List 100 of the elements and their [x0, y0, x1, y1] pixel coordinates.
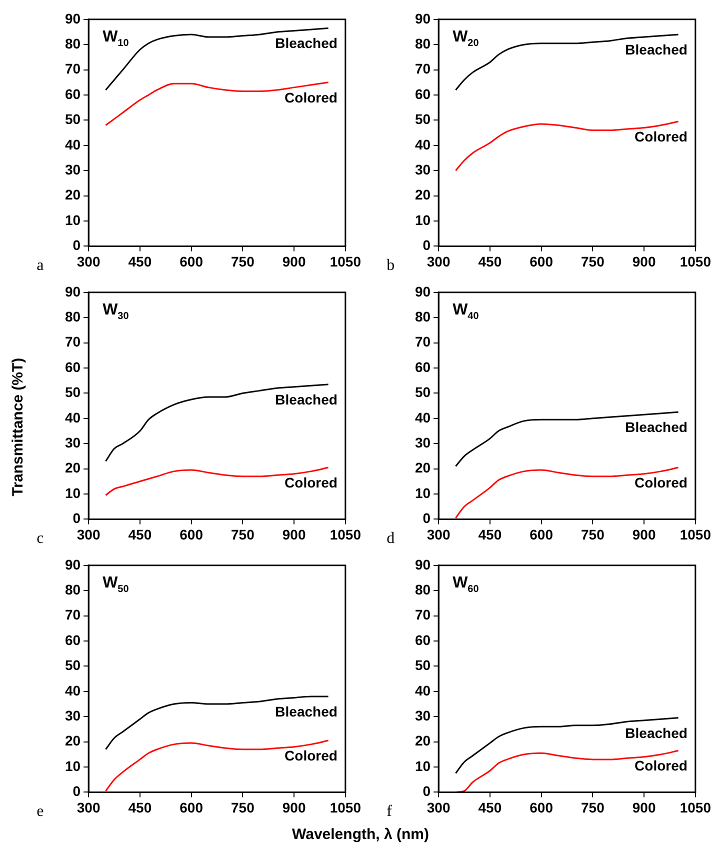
y-tick-label: 90 — [414, 556, 431, 572]
y-tick-label: 0 — [422, 510, 431, 526]
x-tick-label: 750 — [231, 526, 255, 542]
y-tick-label: 20 — [414, 732, 431, 749]
x-tick-label: 1050 — [330, 526, 362, 542]
x-tick-label: 750 — [231, 799, 255, 816]
series-label: Bleached — [625, 419, 688, 436]
x-tick-label: 450 — [478, 253, 502, 270]
y-tick-label: 20 — [64, 460, 81, 476]
y-tick-label: 70 — [64, 334, 81, 350]
x-tick-label: 750 — [581, 799, 605, 816]
text: f — [386, 803, 393, 820]
text: e — [36, 803, 44, 820]
y-tick-label: 40 — [414, 409, 431, 426]
y-tick-label: 30 — [414, 434, 431, 450]
y-tick-label: 40 — [414, 136, 431, 152]
y-tick-label: 70 — [64, 60, 81, 77]
y-tick-label: 60 — [414, 86, 431, 102]
text: d — [386, 530, 395, 548]
y-tick-label: 80 — [414, 308, 431, 324]
y-tick-label: 90 — [414, 10, 431, 26]
series-label: Colored — [284, 89, 338, 106]
y-tick-label: 90 — [414, 283, 431, 300]
series-label: Colored — [284, 748, 338, 764]
x-axis-title: Wavelength, λ (nm) — [291, 826, 430, 843]
y-tick-label: 50 — [64, 384, 81, 400]
y-tick-label: 10 — [414, 758, 431, 774]
y-tick-label: 70 — [414, 606, 431, 623]
x-tick-label: 450 — [478, 799, 502, 816]
y-tick-label: 20 — [414, 186, 431, 203]
y-tick-label: 90 — [64, 10, 81, 26]
y-tick-label: 50 — [64, 111, 81, 128]
y-tick-label: 0 — [422, 237, 431, 254]
x-tick-label: 300 — [76, 799, 100, 816]
x-tick-label: 300 — [76, 253, 100, 270]
x-tick-label: 750 — [581, 253, 605, 270]
y-tick-label: 10 — [64, 758, 81, 774]
y-tick-label: 50 — [414, 657, 431, 674]
x-tick-label: 1050 — [330, 799, 362, 816]
y-tick-label: 30 — [64, 434, 81, 450]
y-tick-label: 70 — [414, 60, 431, 77]
y-tick-label: 80 — [414, 581, 431, 598]
x-tick-label: 1050 — [680, 253, 712, 270]
x-tick-label: 600 — [530, 799, 554, 816]
y-tick-label: 90 — [64, 556, 81, 572]
x-tick-label: 600 — [180, 253, 204, 270]
y-axis-title: Transmittance (%T) — [10, 358, 26, 496]
x-tick-label: 600 — [180, 799, 204, 816]
y-tick-label: 60 — [64, 632, 81, 648]
x-tick-label: 900 — [282, 799, 306, 816]
y-tick-label: 80 — [64, 308, 81, 324]
y-tick-label: 30 — [64, 707, 81, 724]
x-tick-label: 450 — [128, 526, 152, 542]
y-tick-label: 20 — [64, 732, 81, 749]
y-tick-label: 0 — [72, 783, 81, 800]
y-tick-label: 10 — [414, 212, 431, 228]
y-tick-label: 60 — [414, 632, 431, 648]
series-label: Colored — [634, 758, 688, 774]
y-tick-label: 80 — [414, 35, 431, 52]
y-tick-label: 80 — [64, 35, 81, 52]
y-tick-label: 30 — [414, 707, 431, 724]
y-tick-label: 50 — [414, 111, 431, 128]
y-tick-label: 40 — [414, 682, 431, 698]
y-tick-label: 80 — [64, 581, 81, 598]
x-tick-label: 750 — [231, 253, 255, 270]
x-tick-label: 450 — [128, 799, 152, 816]
x-tick-label: 1050 — [680, 799, 712, 816]
series-label: Bleached — [275, 35, 338, 52]
y-tick-label: 0 — [72, 237, 81, 254]
series-label: Bleached — [275, 703, 338, 720]
y-tick-label: 0 — [422, 783, 431, 800]
series-label: Colored — [634, 128, 688, 144]
x-tick-label: 600 — [530, 253, 554, 270]
text: c — [36, 530, 44, 548]
y-tick-label: 60 — [64, 86, 81, 102]
x-tick-label: 1050 — [680, 526, 712, 542]
x-tick-label: 600 — [180, 526, 204, 542]
y-tick-label: 10 — [64, 212, 81, 228]
y-tick-label: 70 — [64, 606, 81, 623]
series-label: Bleached — [625, 724, 688, 741]
x-tick-label: 900 — [282, 526, 306, 542]
y-tick-label: 20 — [414, 460, 431, 476]
y-tick-label: 70 — [414, 334, 431, 350]
y-tick-label: 10 — [64, 484, 81, 501]
y-tick-label: 30 — [414, 161, 431, 178]
x-tick-label: 900 — [632, 253, 656, 270]
x-tick-label: 450 — [478, 526, 502, 542]
text: b — [386, 257, 395, 274]
y-tick-label: 60 — [64, 358, 81, 375]
x-tick-label: 300 — [426, 526, 450, 542]
series-label: Bleached — [275, 391, 338, 408]
y-tick-label: 50 — [414, 384, 431, 400]
x-tick-label: 600 — [530, 526, 554, 542]
y-tick-label: 20 — [64, 186, 81, 203]
x-tick-label: 1050 — [330, 253, 362, 270]
x-tick-label: 900 — [632, 526, 656, 542]
y-tick-label: 60 — [414, 358, 431, 375]
x-tick-label: 900 — [282, 253, 306, 270]
y-tick-label: 0 — [72, 510, 81, 526]
x-tick-label: 300 — [76, 526, 100, 542]
